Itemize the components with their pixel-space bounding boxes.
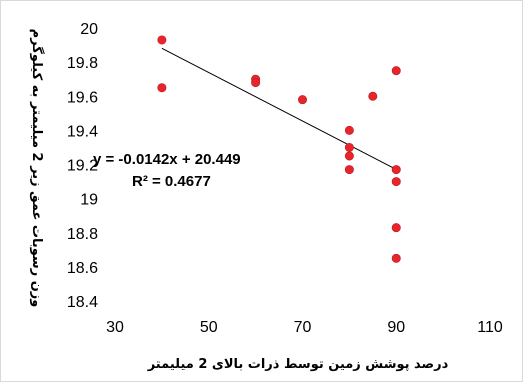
data-point — [344, 151, 354, 161]
data-point — [157, 83, 167, 93]
x-tick-labels: 30 50 70 90 110 — [106, 319, 503, 336]
y-tick-label: 19.4 — [67, 123, 98, 140]
data-point — [391, 177, 401, 187]
data-point — [157, 35, 167, 45]
data-point — [344, 125, 354, 135]
y-tick-label: 20 — [80, 21, 98, 38]
y-axis-title: وزن رسوبات عمق زیر 2 میلیمتر به کیلوگرم — [29, 29, 45, 308]
data-point — [391, 223, 401, 233]
x-tick-label: 90 — [387, 319, 405, 336]
y-tick-label: 19 — [80, 192, 98, 209]
data-point — [391, 66, 401, 76]
x-tick-label: 50 — [200, 319, 218, 336]
y-tick-labels: 18.4 18.6 18.8 19 19.2 19.4 19.6 19.8 20 — [67, 21, 98, 311]
x-tick-label: 30 — [106, 319, 124, 336]
trendline — [161, 47, 397, 170]
data-point — [344, 142, 354, 152]
data-point — [368, 91, 378, 101]
y-tick-label: 19.2 — [67, 158, 98, 175]
data-point — [391, 253, 401, 263]
x-axis-title: درصد پوشش زمین توسط ذرات بالای 2 میلیمتر — [147, 357, 449, 372]
x-tick-label: 70 — [294, 319, 312, 336]
data-point — [297, 95, 307, 105]
data-point — [344, 165, 354, 175]
y-tick-label: 18.4 — [67, 294, 98, 311]
trendline-equation: y = -0.0142x + 20.449 — [93, 151, 241, 168]
y-tick-label: 19.8 — [67, 55, 98, 72]
data-point — [251, 78, 261, 88]
x-tick-label: 110 — [477, 319, 503, 336]
data-points — [157, 35, 401, 263]
y-tick-label: 19.6 — [67, 89, 98, 106]
y-tick-label: 18.8 — [67, 226, 98, 243]
y-tick-label: 18.6 — [67, 260, 98, 277]
r-squared-label: R² = 0.4677 — [132, 173, 211, 190]
data-point — [391, 165, 401, 175]
